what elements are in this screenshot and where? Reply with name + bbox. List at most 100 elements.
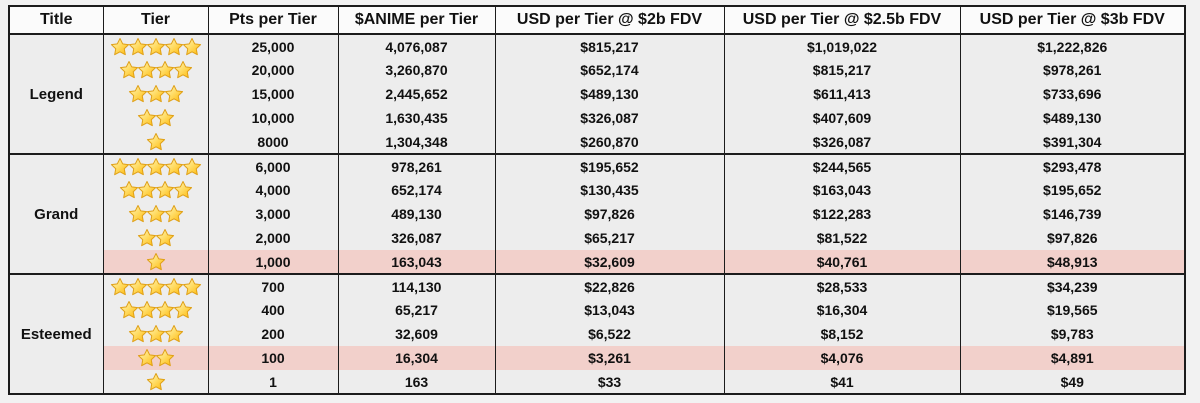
usd-3b-cell: $97,826 xyxy=(959,226,1186,250)
star-icon xyxy=(110,277,129,295)
pts-cell: 1,000 xyxy=(207,250,339,274)
tier-group-esteemed: Esteemed 700 114,130 $22,826 $28,533 $34,239 4… xyxy=(8,274,1186,394)
pts-cell: 400 xyxy=(207,298,339,322)
star-icon xyxy=(155,349,174,367)
usd-2b-cell: $97,826 xyxy=(494,202,725,226)
usd-2b-cell: $33 xyxy=(494,370,725,394)
star-icon xyxy=(137,61,156,79)
star-icon xyxy=(146,277,165,295)
usd-2.5b-cell: $81,522 xyxy=(723,226,961,250)
usd-2.5b-cell: $407,609 xyxy=(723,106,961,130)
pts-cell: 4,000 xyxy=(207,178,339,202)
pts-cell: 200 xyxy=(207,322,339,346)
star-icon xyxy=(146,325,165,343)
star-icon xyxy=(110,37,129,55)
star-icon xyxy=(146,205,165,223)
tier-stars-cell xyxy=(102,34,209,58)
column-header-title: Title xyxy=(8,6,104,35)
column-header-usd-2b-fdv: USD per Tier @ $2b FDV xyxy=(494,6,725,35)
star-icon xyxy=(164,277,183,295)
star-icon xyxy=(164,37,183,55)
star-icon xyxy=(173,181,192,199)
tier-stars-cell xyxy=(102,346,209,370)
star-icon xyxy=(146,37,165,55)
usd-2b-cell: $32,609 xyxy=(494,250,725,274)
star-icon xyxy=(110,157,129,175)
star-icon xyxy=(128,157,147,175)
usd-2.5b-cell: $244,565 xyxy=(723,154,961,178)
tier-stars-cell xyxy=(102,370,209,394)
tier-row: 8000 1,304,348 $260,870 $326,087 $391,304 xyxy=(9,130,1186,154)
tier-stars-cell xyxy=(102,58,209,82)
usd-3b-cell: $19,565 xyxy=(959,298,1186,322)
star-icon xyxy=(182,277,201,295)
usd-2.5b-cell: $611,413 xyxy=(723,82,961,106)
usd-2b-cell: $195,652 xyxy=(494,154,725,178)
usd-3b-cell: $48,913 xyxy=(959,250,1186,274)
title-cell: Grand xyxy=(8,154,104,274)
star-icon xyxy=(164,205,183,223)
usd-2b-cell: $6,522 xyxy=(494,322,725,346)
anime-cell: 1,304,348 xyxy=(337,130,496,154)
tier-group-legend: Legend 25,000 4,076,087 $815,217 $1,019,022 $… xyxy=(8,34,1186,154)
column-header-anime-per-tier: $ANIME per Tier xyxy=(337,6,496,35)
tier-row: 200 32,609 $6,522 $8,152 $9,783 xyxy=(9,322,1186,346)
star-icon xyxy=(146,157,165,175)
usd-3b-cell: $733,696 xyxy=(959,82,1186,106)
usd-2.5b-cell: $4,076 xyxy=(723,346,961,370)
usd-2b-cell: $326,087 xyxy=(494,106,725,130)
star-icon xyxy=(182,37,201,55)
usd-2b-cell: $22,826 xyxy=(494,274,725,298)
tier-stars-cell xyxy=(102,274,209,298)
anime-cell: 32,609 xyxy=(337,322,496,346)
usd-2.5b-cell: $326,087 xyxy=(723,130,961,154)
usd-2b-cell: $130,435 xyxy=(494,178,725,202)
pts-cell: 15,000 xyxy=(207,82,339,106)
usd-3b-cell: $978,261 xyxy=(959,58,1186,82)
anime-cell: 163 xyxy=(337,370,496,394)
usd-2b-cell: $260,870 xyxy=(494,130,725,154)
anime-cell: 114,130 xyxy=(337,274,496,298)
usd-3b-cell: $34,239 xyxy=(959,274,1186,298)
star-icon xyxy=(164,85,183,103)
usd-2b-cell: $65,217 xyxy=(494,226,725,250)
star-icon xyxy=(137,109,156,127)
tier-group-grand: Grand 6,000 978,261 $195,652 $244,565 $293,47… xyxy=(8,154,1186,274)
anime-cell: 65,217 xyxy=(337,298,496,322)
tier-stars-cell xyxy=(102,202,209,226)
usd-3b-cell: $9,783 xyxy=(959,322,1186,346)
anime-cell: 2,445,652 xyxy=(337,82,496,106)
star-icon xyxy=(128,277,147,295)
tier-stars-cell xyxy=(102,250,209,274)
tier-row: 3,000 489,130 $97,826 $122,283 $146,739 xyxy=(9,202,1186,226)
anime-tier-pricing-table: Title Tier Pts per Tier $ANIME per Tier … xyxy=(8,5,1186,395)
star-icon xyxy=(137,301,156,319)
anime-cell: 3,260,870 xyxy=(337,58,496,82)
pts-cell: 100 xyxy=(207,346,339,370)
usd-2.5b-cell: $8,152 xyxy=(723,322,961,346)
star-icon xyxy=(155,229,174,247)
tier-stars-cell xyxy=(102,178,209,202)
usd-2.5b-cell: $40,761 xyxy=(723,250,961,274)
star-icon xyxy=(137,349,156,367)
star-icon xyxy=(146,252,165,270)
tier-row: 10,000 1,630,435 $326,087 $407,609 $489,130 xyxy=(9,106,1186,130)
usd-2.5b-cell: $122,283 xyxy=(723,202,961,226)
star-icon xyxy=(155,301,174,319)
pts-cell: 25,000 xyxy=(207,34,339,58)
star-icon xyxy=(146,372,165,390)
tier-row: 400 65,217 $13,043 $16,304 $19,565 xyxy=(9,298,1186,322)
pts-cell: 3,000 xyxy=(207,202,339,226)
usd-2.5b-cell: $28,533 xyxy=(723,274,961,298)
star-icon xyxy=(128,325,147,343)
star-icon xyxy=(137,181,156,199)
pts-cell: 6,000 xyxy=(207,154,339,178)
anime-cell: 489,130 xyxy=(337,202,496,226)
star-icon xyxy=(119,181,138,199)
tier-stars-cell xyxy=(102,154,209,178)
usd-3b-cell: $1,222,826 xyxy=(959,34,1186,58)
anime-cell: 978,261 xyxy=(337,154,496,178)
usd-2.5b-cell: $163,043 xyxy=(723,178,961,202)
anime-cell: 652,174 xyxy=(337,178,496,202)
tier-row: Esteemed 700 114,130 $22,826 $28,533 $34,239 xyxy=(8,274,1186,394)
